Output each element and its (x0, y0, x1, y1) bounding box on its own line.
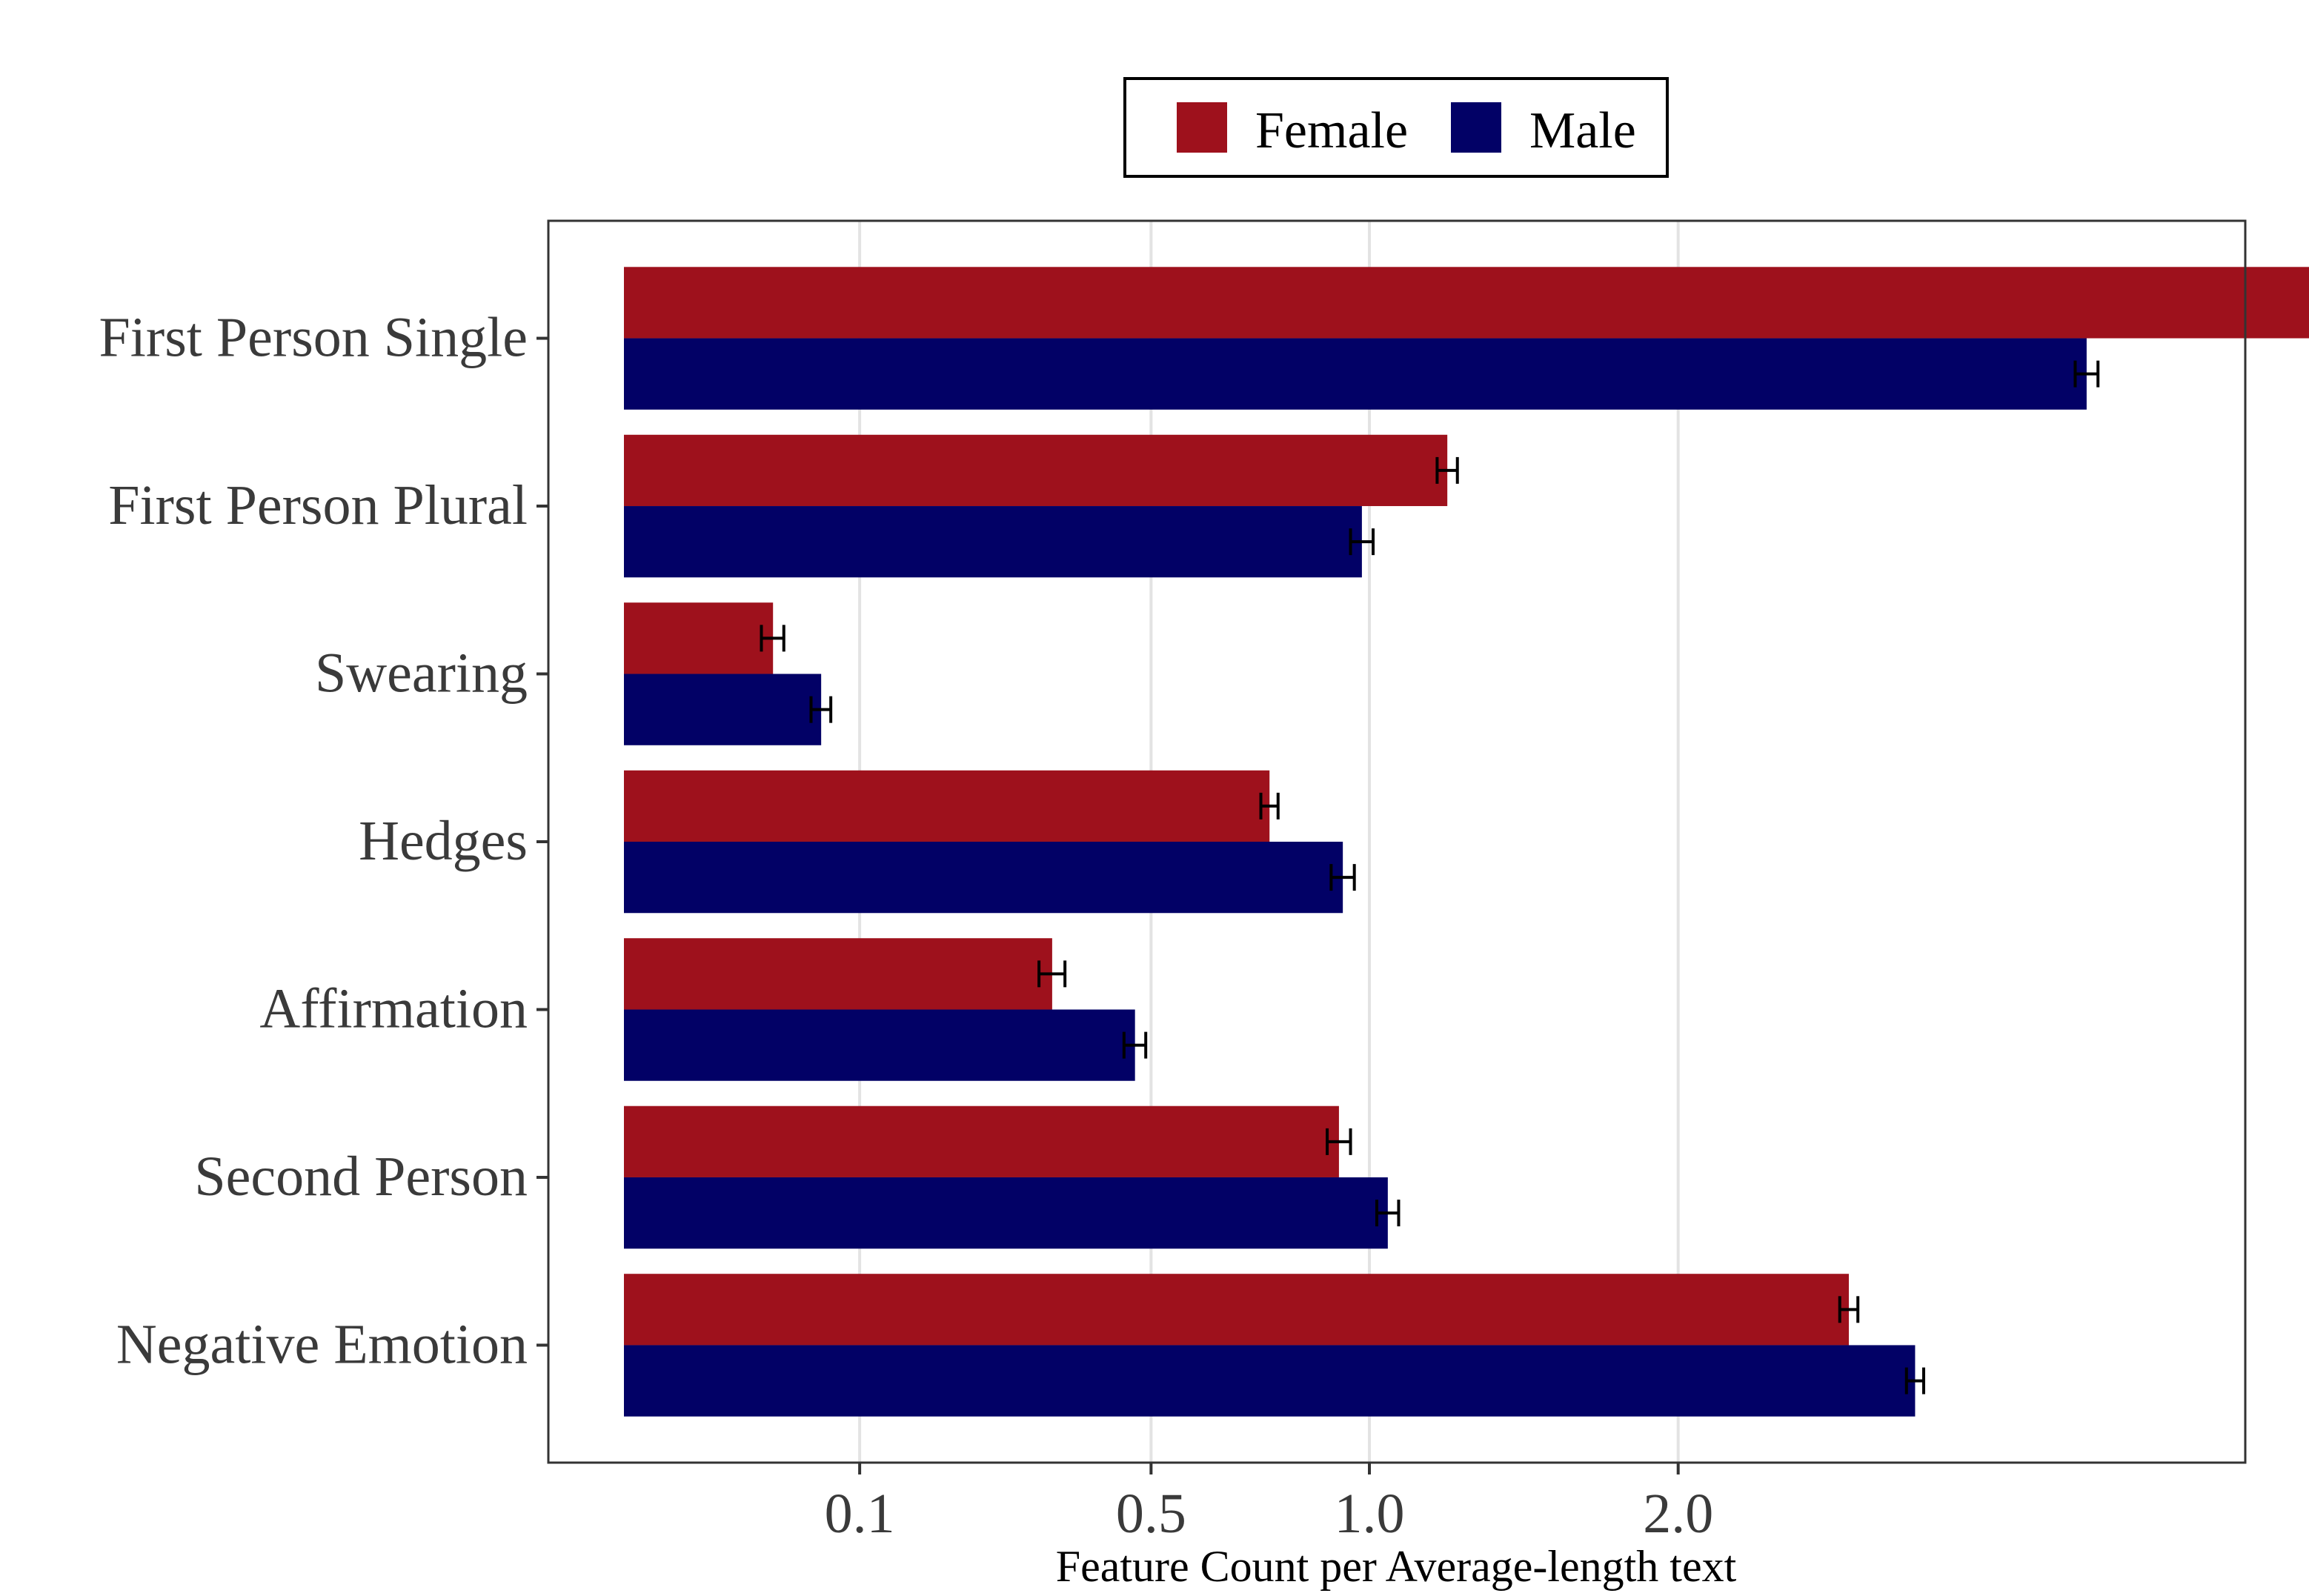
error-bar-female-second-person (1326, 1128, 1352, 1155)
legend: Female Male (1123, 77, 1669, 178)
x-axis-title: Feature Count per Average-length text (1056, 1542, 1737, 1591)
error-bar-male-hedges (1329, 864, 1356, 891)
y-tick-label-second-person: Second Person (194, 1146, 528, 1208)
error-bar-male-swearing (809, 696, 833, 723)
error-bar-male-first-person-plural (1349, 528, 1375, 556)
bar-female-first-person-single (624, 267, 2309, 339)
bar-female-first-person-plural (624, 434, 1448, 507)
bar-male-first-person-plural (624, 506, 1362, 578)
error-bar-male-first-person-single (2073, 360, 2100, 388)
error-bar-female-first-person-plural (1435, 456, 1459, 484)
y-axis: First Person Single First Person Plural Sw… (99, 307, 548, 1375)
bar-female-second-person (624, 1105, 1339, 1177)
x-tick-label-0-1: 0.1 (825, 1483, 895, 1545)
y-tick-label-hedges: Hedges (359, 810, 528, 872)
legend-label-female: Female (1255, 102, 1408, 159)
y-tick-label-first-person-single: First Person Single (99, 307, 528, 369)
bar-male-first-person-single (624, 338, 2087, 410)
error-bar-female-swearing (760, 625, 785, 652)
y-tick-label-first-person-plural: First Person Plural (108, 474, 528, 536)
error-bar-male-second-person (1375, 1200, 1401, 1227)
error-bar-male-negative-emotion (1904, 1367, 1926, 1394)
x-axis: 0.1 0.5 1.0 2.0 (825, 1463, 1713, 1545)
error-bar-female-hedges (1259, 792, 1280, 819)
legend-swatch-female (1177, 102, 1227, 153)
legend-swatch-male (1451, 102, 1501, 153)
bar-female-affirmation (624, 938, 1052, 1010)
y-tick-label-negative-emotion: Negative Emotion (116, 1313, 528, 1375)
x-tick-label-2-0: 2.0 (1643, 1483, 1713, 1545)
legend-label-male: Male (1529, 102, 1636, 159)
bar-male-affirmation (624, 1009, 1135, 1081)
bars (624, 267, 2309, 1417)
y-tick-label-affirmation: Affirmation (259, 977, 528, 1040)
bar-male-negative-emotion (624, 1345, 1916, 1417)
y-tick-label-swearing: Swearing (315, 642, 528, 705)
bar-male-second-person (624, 1177, 1388, 1249)
x-tick-label-1-0: 1.0 (1335, 1483, 1405, 1545)
plot-panel (547, 219, 2309, 1464)
bar-female-negative-emotion (624, 1274, 1850, 1346)
bar-female-hedges (624, 770, 1270, 842)
bar-female-swearing (624, 602, 774, 674)
error-bar-female-affirmation (1037, 960, 1067, 988)
bar-male-swearing (624, 674, 822, 745)
bar-male-hedges (624, 842, 1343, 914)
x-tick-label-0-5: 0.5 (1116, 1483, 1186, 1545)
error-bar-male-affirmation (1122, 1031, 1148, 1059)
error-bars (760, 360, 2100, 1394)
error-bar-female-negative-emotion (1838, 1296, 1860, 1323)
